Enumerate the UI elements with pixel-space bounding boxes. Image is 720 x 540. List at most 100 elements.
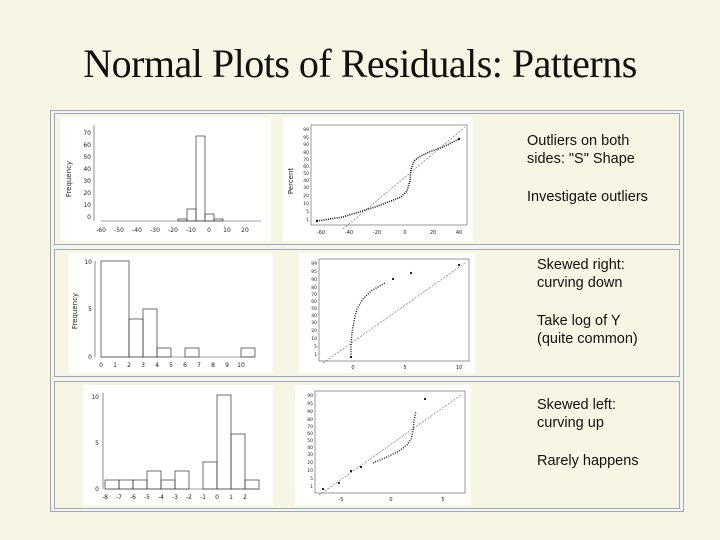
x-tick-label: -3 [172,494,178,501]
y-tick-label: 60 [311,299,317,305]
y-tick-label: 0 [87,214,91,221]
x-tick-label: 9 [225,362,229,369]
y-tick-label: 80 [303,150,309,156]
histogram-skewed-left: 10 5 0 -8 -7 -6 -5 [83,385,273,505]
y-axis-label: Percent [287,168,295,195]
y-tick-label: 50 [307,438,313,444]
normal-probability-plot-skewed-left: 99 95 90 80 70 60 50 40 30 20 10 5 1 [295,385,471,505]
caption-line: Outliers on both [527,133,630,149]
x-tick-label: 10 [237,362,245,369]
example-row-skewed-left: 10 5 0 -8 -7 -6 -5 [54,381,680,509]
y-tick-label: 30 [311,320,317,326]
caption-skewed-left: Skewed left: curving up Rarely happens [537,396,639,470]
y-tick-label: 20 [307,460,313,466]
x-tick-label: -2 [186,494,192,501]
x-tick-label: 6 [183,362,187,369]
y-axis-label: Frequency [71,293,79,329]
examples-panel: Frequency 70 60 50 40 30 20 10 0 [50,110,684,512]
x-tick-label: 1 [113,362,117,369]
y-tick-label: 10 [84,259,92,266]
y-tick-label: 30 [307,452,313,458]
y-tick-label: 30 [83,178,91,185]
x-tick-label: -5 [339,497,344,503]
x-tick-label: -5 [144,494,150,501]
normal-probability-plot-skewed-right: 99 95 90 80 70 60 50 40 30 20 10 5 1 [299,253,475,373]
example-row-skewed-right: Frequency 10 5 0 0 1 2 3 [54,249,680,377]
y-tick-label: 95 [303,135,309,141]
x-tick-label: 5 [169,362,173,369]
y-tick-label: 70 [311,292,317,298]
y-tick-label: 20 [311,328,317,334]
y-tick-label: 95 [307,401,313,407]
caption-line: curving up [537,415,604,431]
y-tick-label: 5 [310,476,313,482]
x-tick-label: -20 [168,227,178,234]
x-tick-label: 7 [197,362,201,369]
x-tick-label: 8 [211,362,215,369]
y-tick-label: 70 [303,157,309,163]
y-tick-label: 50 [311,306,317,312]
y-tick-label: 50 [83,154,91,161]
y-tick-label: 5 [95,440,99,447]
y-tick-label: 30 [303,185,309,191]
x-tick-label: 10 [456,365,462,371]
x-tick-label: -60 [96,227,106,234]
remedy-note: Investigate outliers [527,189,648,205]
y-tick-label: 90 [311,277,317,283]
example-row-outliers: Frequency 70 60 50 40 30 20 10 0 [54,113,680,245]
x-tick-label: 2 [243,494,247,501]
y-tick-label: 1 [314,352,317,358]
x-tick-label: -8 [102,494,108,501]
y-tick-label: 99 [307,393,313,399]
y-tick-label: 5 [306,209,309,215]
x-tick-label: -60 [317,230,325,236]
caption-line: Skewed right: [537,257,625,273]
x-tick-label: 2 [127,362,131,369]
y-tick-label: 80 [311,285,317,291]
y-tick-label: 40 [307,445,313,451]
y-tick-label: 90 [307,409,313,415]
y-tick-label: 1 [310,484,313,490]
y-tick-label: 10 [83,202,91,209]
normal-probability-plot-outliers: Percent 99 95 90 80 70 60 50 40 30 20 10… [283,117,473,241]
y-tick-label: 5 [88,306,92,313]
x-tick-label: 5 [403,365,406,371]
y-tick-label: 10 [311,336,317,342]
x-tick-label: 3 [141,362,145,369]
caption-outliers: Outliers on both sides: "S" Shape Invest… [527,132,648,206]
y-tick-label: 10 [307,468,313,474]
x-tick-label: -20 [373,230,381,236]
y-tick-label: 40 [303,178,309,184]
remedy-note: Take log of Y [537,313,621,329]
x-tick-label: -30 [150,227,160,234]
x-tick-label: 0 [403,230,406,236]
y-tick-label: 20 [303,193,309,199]
x-tick-label: 0 [99,362,103,369]
y-tick-label: 99 [311,261,317,267]
histogram-skewed-right: Frequency 10 5 0 0 1 2 3 [69,253,273,373]
x-tick-label: 20 [430,230,436,236]
y-tick-label: 1 [306,217,309,223]
remedy-note: (quite common) [537,331,638,347]
y-tick-label: 70 [307,424,313,430]
x-tick-label: -7 [116,494,122,501]
y-tick-label: 70 [83,130,91,137]
y-tick-label: 10 [91,394,99,401]
caption-skewed-right: Skewed right: curving down Take log of Y… [537,256,638,348]
y-tick-label: 80 [307,417,313,423]
y-tick-label: 20 [83,190,91,197]
slide-title: Normal Plots of Residuals: Patterns [83,41,637,86]
y-tick-label: 60 [83,142,91,149]
caption-line: Skewed left: [537,397,616,413]
remedy-note: Rarely happens [537,453,639,469]
x-tick-label: 5 [441,497,444,503]
y-tick-label: 40 [311,313,317,319]
y-tick-label: 60 [307,431,313,437]
x-tick-label: -10 [186,227,196,234]
y-tick-label: 0 [95,486,99,493]
x-tick-label: 1 [229,494,233,501]
y-tick-label: 40 [83,166,91,173]
y-axis-label: Frequency [65,161,73,197]
y-tick-label: 95 [311,269,317,275]
y-tick-label: 10 [303,201,309,207]
